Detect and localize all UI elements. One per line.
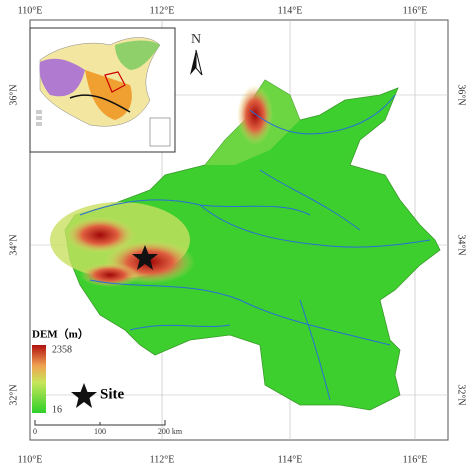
north-arrow: N	[190, 32, 203, 76]
legend-max: 2358	[52, 344, 72, 355]
site-marker	[132, 245, 158, 270]
top-label: 116°E	[403, 5, 428, 16]
legend-min: 16	[52, 404, 62, 415]
legend-title: DEM（m）	[32, 328, 89, 341]
bottom-label: 110°E	[18, 454, 43, 465]
top-label: 112°E	[150, 5, 175, 16]
bottom-label: 114°E	[278, 454, 303, 465]
frame-labels: 110°E 112°E 114°E 116°E 110°E 112°E 114°E 116°E…	[8, 5, 466, 465]
left-label: 36°N	[8, 84, 19, 105]
legend-site: Site	[100, 386, 125, 402]
legend: DEM（m） 2358 16 Site	[32, 328, 125, 415]
top-label: 114°E	[278, 5, 303, 16]
bottom-label: 112°E	[150, 454, 175, 465]
relief	[65, 217, 135, 253]
inset-map	[29, 27, 176, 153]
scale-bar: 0 100 200 km	[33, 420, 183, 436]
bottom-label: 116°E	[403, 454, 428, 465]
right-label: 36°N	[456, 84, 467, 105]
left-label: 34°N	[8, 234, 19, 255]
right-label: 34°N	[456, 234, 467, 255]
scale-label: 0	[33, 427, 37, 436]
scale-label: 200 km	[158, 427, 183, 436]
right-label: 32°N	[456, 384, 467, 405]
top-label: 110°E	[18, 5, 43, 16]
scale-label: 100	[94, 427, 106, 436]
rivers	[79, 94, 431, 401]
north-label: N	[191, 32, 201, 47]
left-label: 32°N	[8, 384, 19, 405]
relief	[237, 85, 273, 145]
